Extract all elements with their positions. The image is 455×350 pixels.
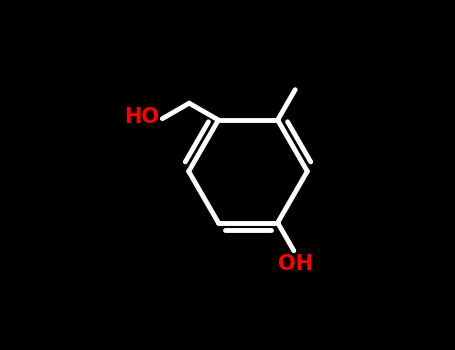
Text: OH: OH	[278, 254, 313, 274]
Text: HO: HO	[124, 107, 159, 127]
